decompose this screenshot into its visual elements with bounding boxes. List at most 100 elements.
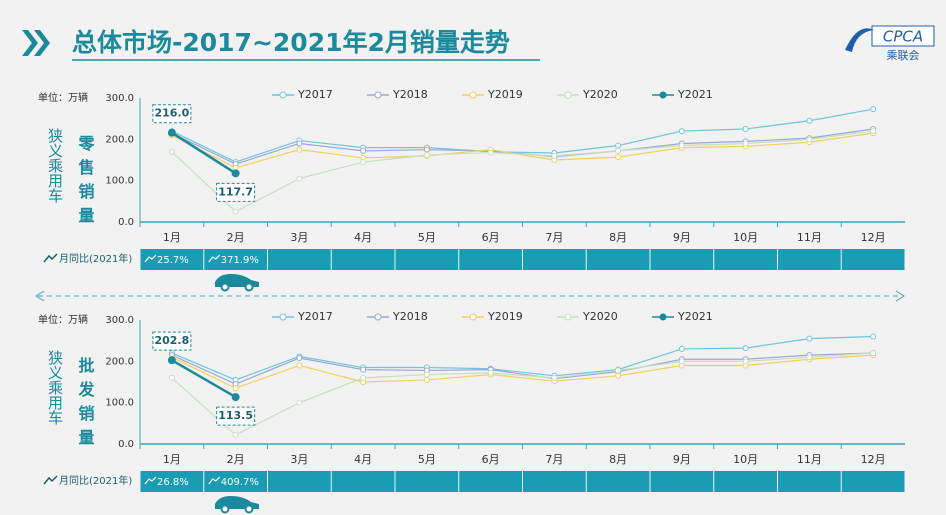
data-point xyxy=(232,385,239,392)
logo-name: CPCA xyxy=(883,28,923,46)
yoy-cell xyxy=(268,471,331,492)
y-tick-label: 0.0 xyxy=(118,217,134,228)
legend-marker xyxy=(564,313,572,321)
legend-label: Y2021 xyxy=(677,310,713,323)
value-label: 216.0 xyxy=(154,107,189,120)
y-tick-label: 100.0 xyxy=(105,176,134,187)
x-tick-label: 3月 xyxy=(290,231,308,244)
legend-marker xyxy=(279,91,287,99)
yoy-cell xyxy=(395,249,459,270)
x-tick-label: 1月 xyxy=(163,453,181,466)
yoy-cell-icon xyxy=(144,476,157,485)
y-tick-label: 300.0 xyxy=(105,93,134,104)
series-line xyxy=(171,335,874,381)
yoy-cell xyxy=(395,471,459,492)
x-tick-label: 9月 xyxy=(673,231,691,244)
data-point xyxy=(870,106,877,113)
data-point xyxy=(615,372,622,379)
data-point xyxy=(360,159,367,166)
x-tick-label: 12月 xyxy=(861,453,886,466)
data-point xyxy=(231,393,240,402)
legend-marker xyxy=(374,313,382,321)
yoy-cell xyxy=(331,249,395,270)
y-tick-label: 200.0 xyxy=(105,356,134,367)
data-point xyxy=(615,142,622,149)
yoy-value: 409.7% xyxy=(221,477,259,488)
title-chevrons xyxy=(22,30,50,56)
data-point xyxy=(615,367,622,374)
yoy-cell xyxy=(650,471,714,492)
value-label: 113.5 xyxy=(218,409,253,422)
data-point xyxy=(360,147,367,154)
x-tick-label: 9月 xyxy=(673,453,691,466)
yoy-cell xyxy=(268,249,331,270)
data-point xyxy=(742,345,749,352)
yoy-value: 26.8% xyxy=(157,477,189,488)
data-point xyxy=(615,154,622,161)
legend-label: Y2018 xyxy=(392,310,428,323)
data-point xyxy=(231,169,240,178)
data-point xyxy=(296,175,303,182)
data-point xyxy=(806,136,813,143)
yoy-cell xyxy=(841,471,905,492)
legend-label: Y2017 xyxy=(297,310,333,323)
value-label-box xyxy=(152,331,192,351)
chart-subtitle: 批发销量 xyxy=(76,356,96,453)
yoy-cell xyxy=(523,471,586,492)
data-point xyxy=(806,354,813,361)
data-point xyxy=(168,374,175,381)
data-point xyxy=(360,366,367,373)
legend-label: Y2020 xyxy=(582,88,618,101)
divider xyxy=(35,290,905,302)
x-tick-label: 1月 xyxy=(163,231,181,244)
data-point xyxy=(678,345,685,352)
yoy-value: 25.7% xyxy=(157,255,189,266)
x-tick-label: 10月 xyxy=(733,231,758,244)
x-tick-label: 2月 xyxy=(227,453,245,466)
x-tick-label: 8月 xyxy=(609,453,627,466)
data-point xyxy=(678,142,685,149)
yoy-cell xyxy=(523,249,586,270)
yoy-cell xyxy=(841,249,905,270)
yoy-cell-icon xyxy=(208,254,221,263)
page-title: 总体市场-2017~2021年2月销量走势 xyxy=(72,28,510,57)
x-tick-label: 7月 xyxy=(545,231,563,244)
data-point xyxy=(423,376,430,383)
data-point xyxy=(678,128,685,135)
value-label-box xyxy=(216,406,256,426)
value-label: 117.7 xyxy=(218,185,253,198)
unit-label: 单位：万辆 xyxy=(38,313,88,326)
yoy-title: 月同比(2021年) xyxy=(59,252,132,265)
car-wheel xyxy=(244,282,254,292)
legend-label: Y2017 xyxy=(297,88,333,101)
legend-marker xyxy=(279,313,287,321)
yoy-icon xyxy=(43,475,58,485)
data-point xyxy=(742,126,749,132)
x-tick-label: 11月 xyxy=(797,453,822,466)
x-tick-label: 2月 xyxy=(227,231,245,244)
logo: CPCA 乘联会 xyxy=(845,25,935,62)
data-point xyxy=(806,117,813,124)
car-wheel xyxy=(244,504,254,514)
legend-label: Y2019 xyxy=(487,88,523,101)
data-point xyxy=(615,147,622,154)
yoy-title: 月同比(2021年) xyxy=(59,474,132,487)
legend-marker xyxy=(564,91,572,99)
y-group-label: 狭义乘用车 xyxy=(46,350,64,425)
data-point xyxy=(551,374,558,381)
data-point xyxy=(360,374,367,381)
yoy-cell xyxy=(140,471,204,492)
unit-label: 单位：万辆 xyxy=(38,91,88,104)
x-tick-label: 7月 xyxy=(545,453,563,466)
data-point xyxy=(678,358,685,365)
series-line xyxy=(171,359,237,399)
x-tick-label: 5月 xyxy=(418,231,436,244)
yoy-cell-icon xyxy=(144,254,157,263)
data-point xyxy=(870,333,877,340)
legend-marker xyxy=(469,313,477,321)
car-wheel xyxy=(220,504,230,514)
data-point xyxy=(487,369,494,376)
yoy-cell xyxy=(331,471,395,492)
series-line xyxy=(171,130,874,213)
